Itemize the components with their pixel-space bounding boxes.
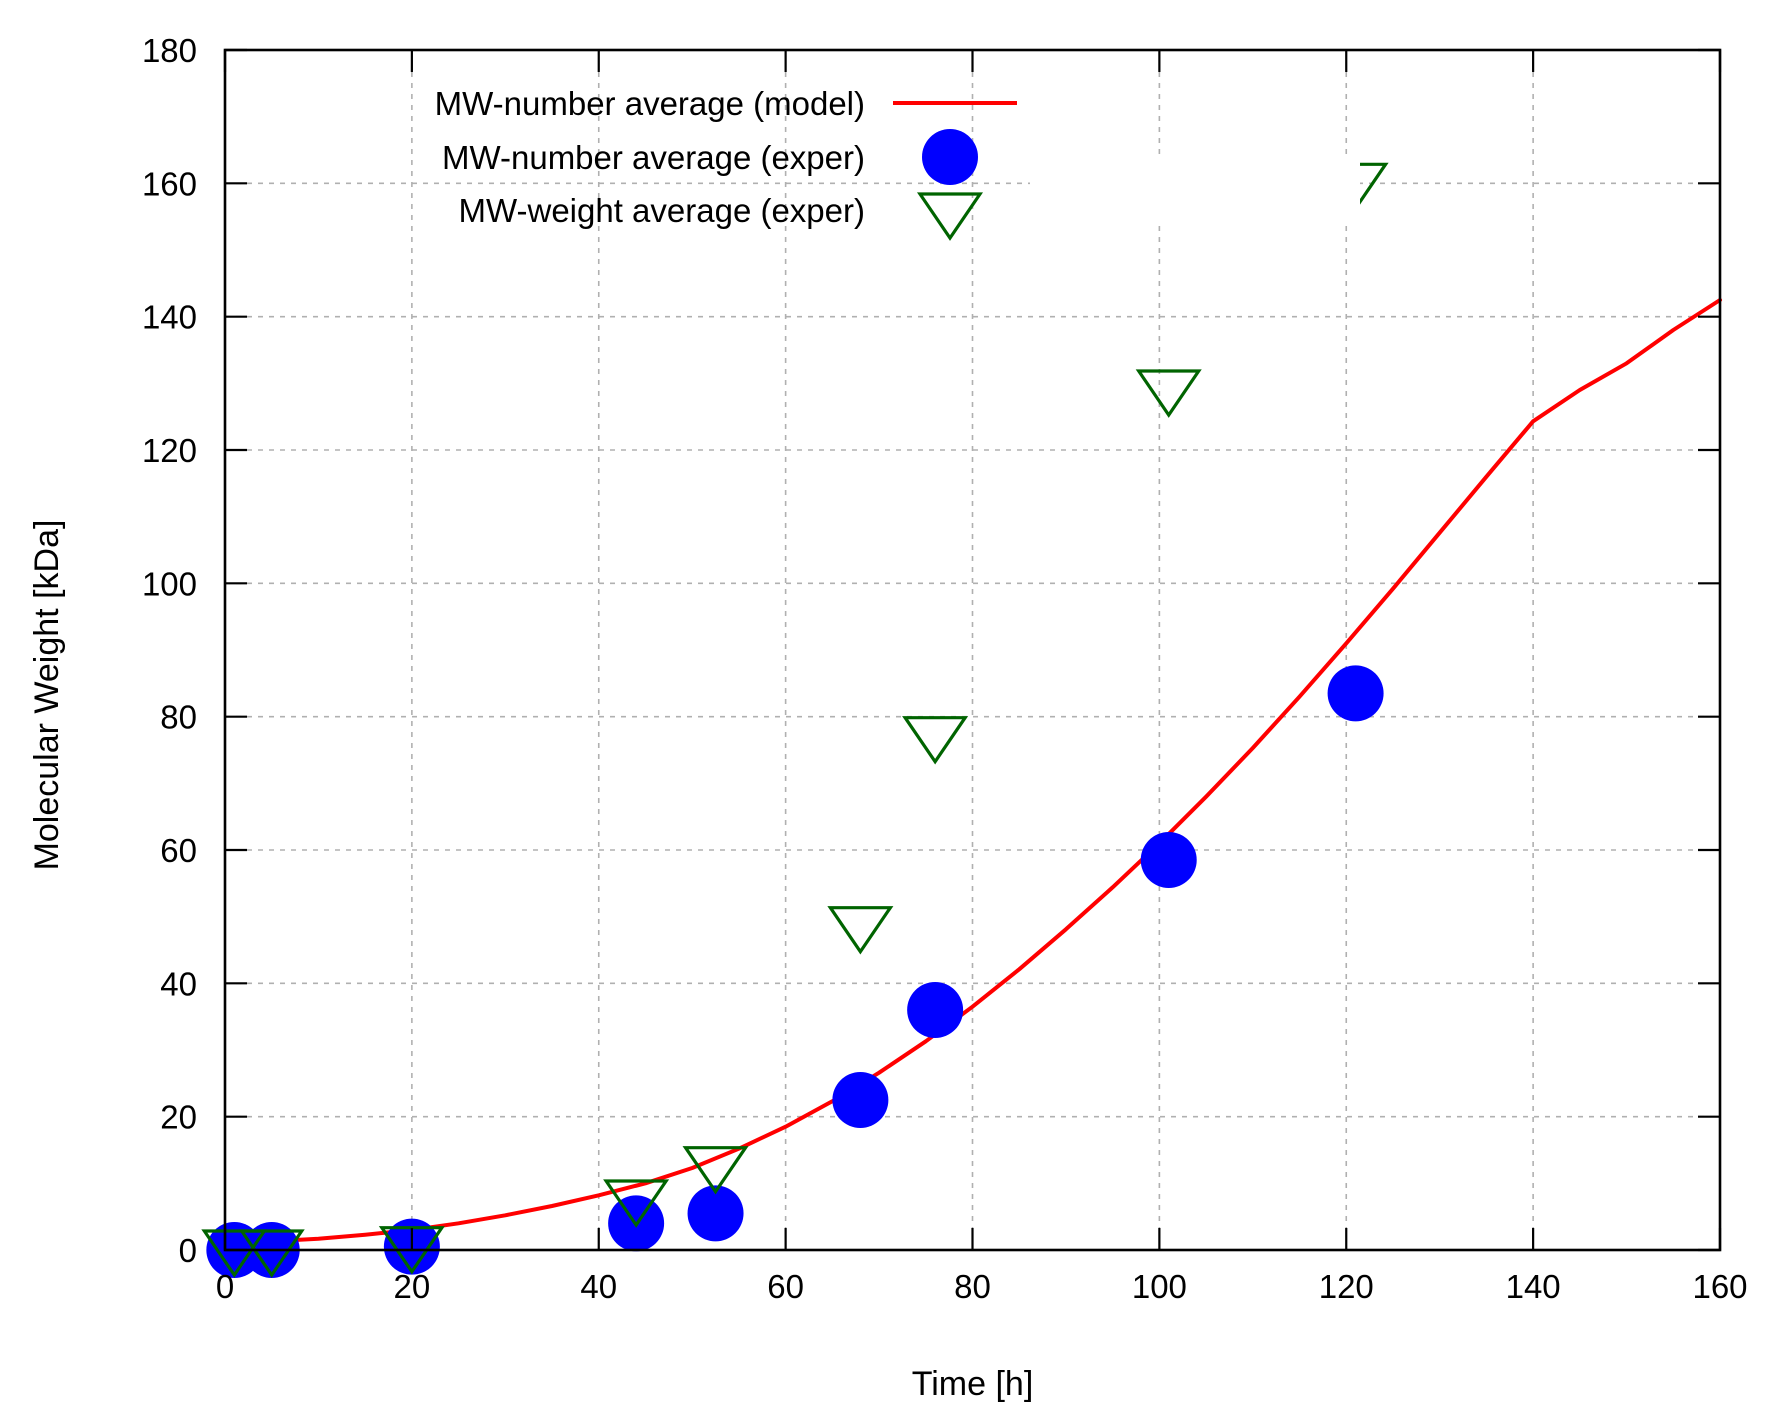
ticks [223, 48, 1722, 1252]
grid [225, 50, 1720, 1250]
y-tick-label: 80 [160, 699, 197, 736]
weight-average-point [1135, 369, 1202, 418]
x-tick-label: 160 [1692, 1268, 1747, 1305]
weight-average-point [238, 1229, 305, 1278]
tick-labels: 0 20 40 60 80 100 120 140 160 0 20 40 60 80 100 120 140 1… [142, 32, 1748, 1305]
legend-label-number-exper: MW-number average (exper) [442, 139, 865, 176]
model-line [223, 298, 1722, 1246]
legend-swatch-number-average [922, 129, 978, 185]
number-average-point [1327, 665, 1384, 722]
number-average-point [907, 982, 964, 1038]
weight-average-point [902, 716, 969, 765]
legend-swatch-weight-average [916, 192, 984, 241]
y-tick-label: 180 [142, 32, 197, 69]
series-layer [201, 162, 1722, 1278]
x-tick-label: 60 [767, 1268, 804, 1305]
weight-average-point [827, 906, 894, 955]
y-axis-label: Molecular Weight [kDa] [28, 520, 66, 871]
y-tick-label: 120 [142, 432, 197, 469]
x-axis-label: Time [h] [912, 1365, 1034, 1403]
y-tick-label: 20 [160, 1099, 197, 1136]
x-tick-label: 40 [580, 1268, 617, 1305]
number-average-point [832, 1072, 889, 1128]
y-tick-label: 40 [160, 965, 197, 1002]
y-tick-label: 60 [160, 832, 197, 869]
y-tick-label: 100 [142, 565, 197, 602]
legend: MW-number average (model) MW-number aver… [435, 85, 1360, 241]
legend-mask [1030, 155, 1360, 225]
y-tick-label: 140 [142, 299, 197, 336]
x-tick-label: 20 [394, 1268, 431, 1305]
x-tick-label: 140 [1506, 1268, 1561, 1305]
weight-average-point [201, 1229, 268, 1278]
legend-label-model: MW-number average (model) [435, 85, 865, 122]
number-average-point [687, 1185, 744, 1242]
y-tick-label: 160 [142, 165, 197, 202]
weight-average-point [682, 1146, 749, 1195]
number-average-point [1140, 832, 1197, 888]
x-tick-label: 120 [1319, 1268, 1374, 1305]
x-tick-label: 100 [1132, 1268, 1187, 1305]
x-tick-label: 80 [954, 1268, 991, 1305]
x-tick-label: 0 [216, 1268, 234, 1305]
legend-swatches [893, 101, 1017, 241]
legend-label-weight-exper: MW-weight average (exper) [458, 192, 865, 229]
weight-average-point [603, 1179, 670, 1228]
y-tick-label: 0 [179, 1232, 197, 1269]
